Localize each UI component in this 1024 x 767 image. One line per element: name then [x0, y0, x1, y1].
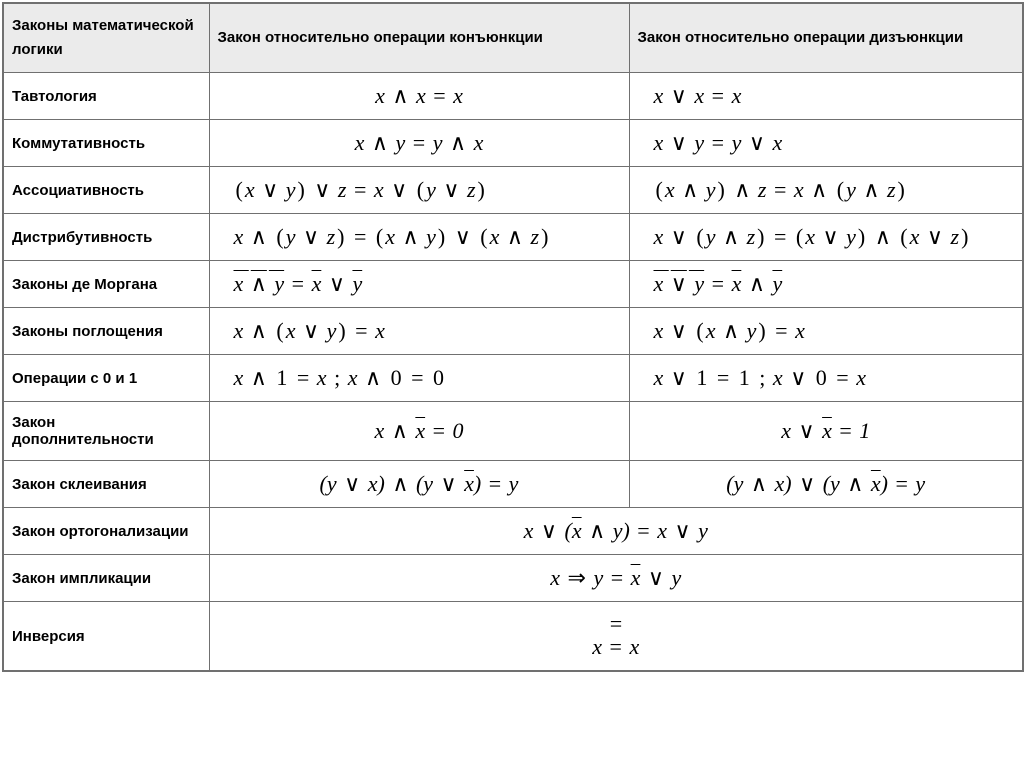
formula-disjunction: x ∨ (y ∧ z) = (x ∨ y) ∧ (x ∨ z): [629, 214, 1023, 261]
formula-cell: x ⇒ y = x ∨ y: [209, 555, 1023, 602]
table-row: Тавтологияx ∧ x = xx ∨ x = x: [3, 73, 1023, 120]
formula-disjunction: x ∨ y = x ∧ y: [629, 261, 1023, 308]
formula-conjunction: (x ∨ y) ∨ z = x ∨ (y ∨ z): [209, 167, 629, 214]
formula-cell: =x = x: [209, 602, 1023, 672]
table-row: Инверсия=x = x: [3, 602, 1023, 672]
law-name: Законы поглощения: [3, 308, 209, 355]
formula-disjunction: x ∨ y = y ∨ x: [629, 120, 1023, 167]
formula-conjunction: x ∧ x = 0: [209, 402, 629, 461]
table-body: Тавтологияx ∧ x = xx ∨ x = xКоммутативно…: [3, 73, 1023, 672]
formula-conjunction: (y ∨ x) ∧ (y ∨ x) = y: [209, 461, 629, 508]
formula-conjunction: x ∧ x = x: [209, 73, 629, 120]
formula-conjunction: x ∧ 1 = x ; x ∧ 0 = 0: [209, 355, 629, 402]
table-row: Закон импликацииx ⇒ y = x ∨ y: [3, 555, 1023, 602]
law-name: Закон дополнительности: [3, 402, 209, 461]
table-row: Закон дополнительностиx ∧ x = 0x ∨ x = 1: [3, 402, 1023, 461]
formula-disjunction: x ∨ x = x: [629, 73, 1023, 120]
formula-conjunction: x ∧ y = x ∨ y: [209, 261, 629, 308]
table-row: Коммутативностьx ∧ y = y ∧ xx ∨ y = y ∨ …: [3, 120, 1023, 167]
law-name: Коммутативность: [3, 120, 209, 167]
law-name: Тавтология: [3, 73, 209, 120]
col-header-law: Законы математической логики: [3, 3, 209, 73]
col-header-conj: Закон относительно операции конъюнкции: [209, 3, 629, 73]
page: Законы математической логики Закон относ…: [0, 0, 1024, 674]
formula-conjunction: x ∧ (x ∨ y) = x: [209, 308, 629, 355]
logic-laws-table: Законы математической логики Закон относ…: [2, 2, 1024, 672]
law-name: Закон склеивания: [3, 461, 209, 508]
table-row: Операции с 0 и 1x ∧ 1 = x ; x ∧ 0 = 0x ∨…: [3, 355, 1023, 402]
formula-disjunction: (y ∧ x) ∨ (y ∧ x) = y: [629, 461, 1023, 508]
formula-disjunction: x ∨ 1 = 1 ; x ∨ 0 = x: [629, 355, 1023, 402]
table-header: Законы математической логики Закон относ…: [3, 3, 1023, 73]
law-name: Дистрибутивность: [3, 214, 209, 261]
table-row: Законы де Морганаx ∧ y = x ∨ yx ∨ y = x …: [3, 261, 1023, 308]
law-name: Ассоциативность: [3, 167, 209, 214]
law-name: Операции с 0 и 1: [3, 355, 209, 402]
formula-disjunction: (x ∧ y) ∧ z = x ∧ (y ∧ z): [629, 167, 1023, 214]
formula-disjunction: x ∨ x = 1: [629, 402, 1023, 461]
law-name: Закон импликации: [3, 555, 209, 602]
table-row: Ассоциативность(x ∨ y) ∨ z = x ∨ (y ∨ z)…: [3, 167, 1023, 214]
table-row: Законы поглощенияx ∧ (x ∨ y) = xx ∨ (x ∧…: [3, 308, 1023, 355]
table-row: Дистрибутивностьx ∧ (y ∨ z) = (x ∧ y) ∨ …: [3, 214, 1023, 261]
law-name: Инверсия: [3, 602, 209, 672]
formula-cell: x ∨ (x ∧ y) = x ∨ y: [209, 508, 1023, 555]
formula-conjunction: x ∧ (y ∨ z) = (x ∧ y) ∨ (x ∧ z): [209, 214, 629, 261]
law-name: Законы де Моргана: [3, 261, 209, 308]
law-name: Закон ортогонализации: [3, 508, 209, 555]
formula-conjunction: x ∧ y = y ∧ x: [209, 120, 629, 167]
table-header-row: Законы математической логики Закон относ…: [3, 3, 1023, 73]
table-row: Закон ортогонализацииx ∨ (x ∧ y) = x ∨ y: [3, 508, 1023, 555]
table-row: Закон склеивания(y ∨ x) ∧ (y ∨ x) = y(y …: [3, 461, 1023, 508]
col-header-disj: Закон относительно операции дизъюнкции: [629, 3, 1023, 73]
formula-disjunction: x ∨ (x ∧ y) = x: [629, 308, 1023, 355]
